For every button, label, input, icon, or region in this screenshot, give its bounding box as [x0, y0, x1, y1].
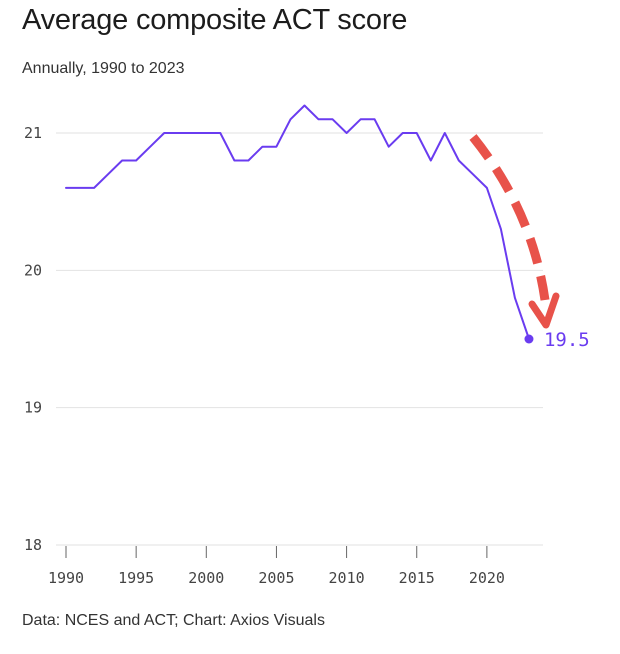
chart-source: Data: NCES and ACT; Chart: Axios Visuals — [22, 612, 325, 629]
x-tick-label-2000: 2000 — [188, 569, 224, 587]
y-tick-label-20: 20 — [24, 261, 42, 279]
y-axis-ticks: 18 19 20 21 — [24, 124, 42, 554]
y-tick-label-21: 21 — [24, 124, 42, 142]
annotation-arrow-shaft — [469, 134, 550, 301]
chart-subtitle: Annually, 1990 to 2023 — [22, 60, 185, 77]
y-tick-label-18: 18 — [24, 536, 42, 554]
y-tick-label-19: 19 — [24, 399, 42, 417]
series-line — [65, 104, 530, 340]
end-point — [524, 334, 534, 344]
end-value-label: 19.5 — [544, 329, 590, 351]
x-tick-label-2015: 2015 — [399, 569, 435, 587]
x-axis-ticks: 1990 1995 2000 2005 2010 2015 2020 — [48, 546, 505, 587]
annotation-arrow-head — [528, 292, 560, 329]
gridlines — [56, 132, 543, 546]
x-tick-label-1990: 1990 — [48, 569, 84, 587]
x-tick-label-2010: 2010 — [329, 569, 365, 587]
x-tick-label-1995: 1995 — [118, 569, 154, 587]
annotation-group — [469, 134, 560, 329]
series-group: 19.5 — [65, 104, 590, 351]
x-tick-label-2005: 2005 — [258, 569, 294, 587]
x-tick-label-2020: 2020 — [469, 569, 505, 587]
chart-title: Average composite ACT score — [22, 4, 408, 36]
